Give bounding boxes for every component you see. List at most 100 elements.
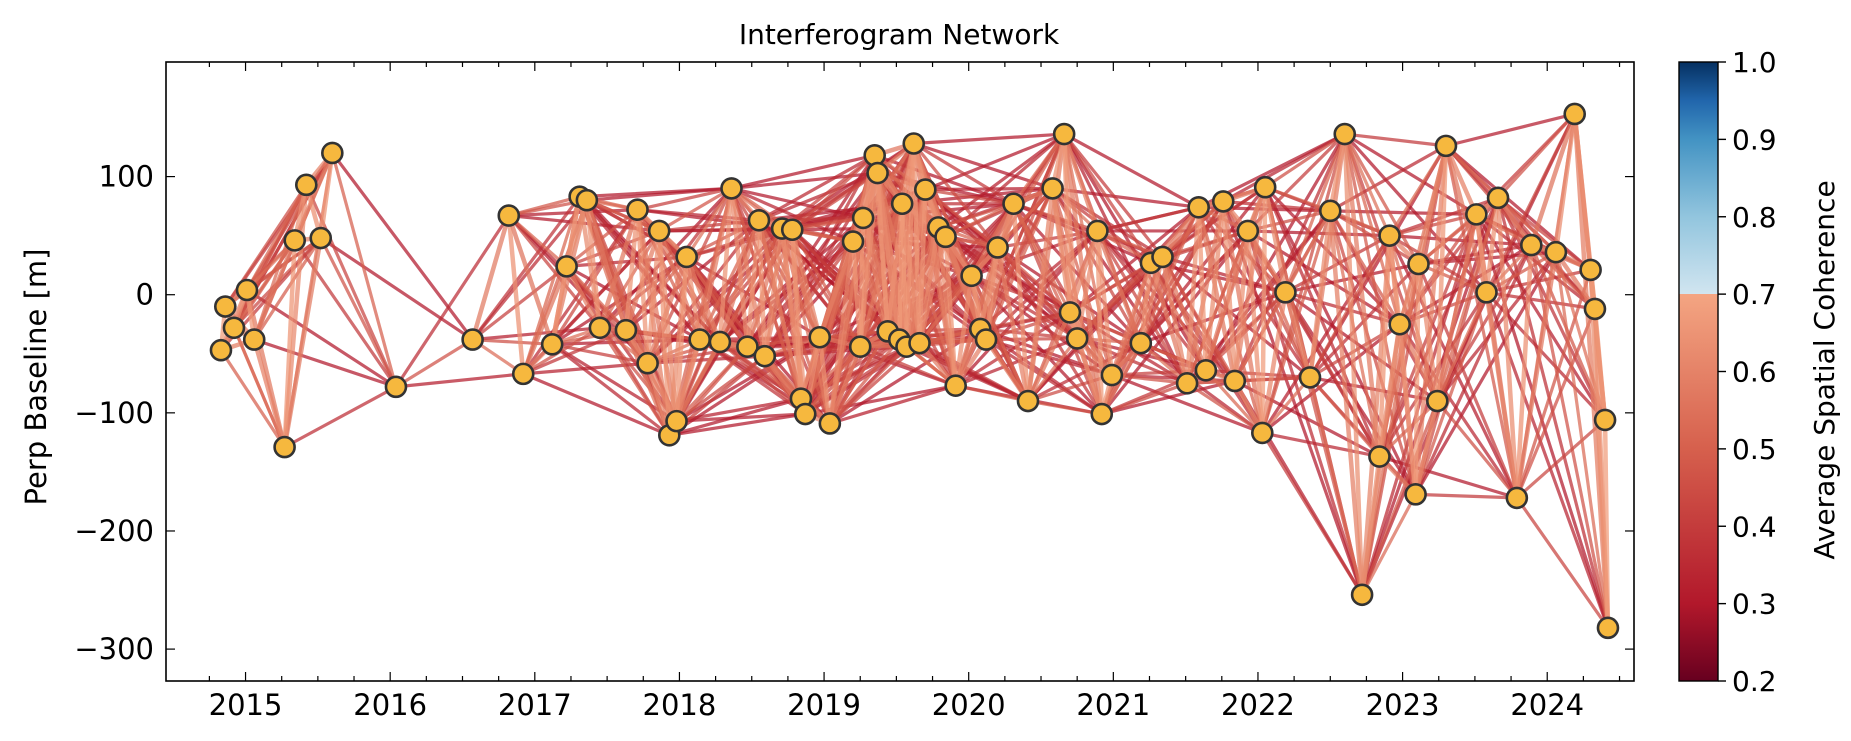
interferogram-edge <box>1414 290 1489 496</box>
acquisition-point <box>1211 190 1235 213</box>
interferogram-edge <box>936 132 1066 229</box>
interferogram-edge <box>1307 208 1333 380</box>
interferogram-edge <box>521 326 602 376</box>
y-axis: 100 0 −100 −200 −300 <box>74 160 1634 666</box>
interferogram-edge <box>245 238 297 292</box>
interferogram-edge <box>1204 132 1347 372</box>
interferogram-edge <box>762 226 785 359</box>
acquisition-point <box>1596 616 1620 640</box>
interferogram-edge <box>1061 131 1073 315</box>
interferogram-edge <box>1529 111 1577 248</box>
acquisition-point <box>1090 402 1114 426</box>
interferogram-edge <box>1495 195 1520 501</box>
interferogram-edge <box>954 384 1030 403</box>
acquisition-point <box>321 141 344 165</box>
acquisition-point <box>1407 252 1430 276</box>
acquisition-point <box>242 328 266 351</box>
acquisition-point <box>1194 359 1218 382</box>
interferogram-edge <box>585 186 734 202</box>
interferogram-edge <box>745 226 785 349</box>
colorbar-tick-label: 1.0 <box>1732 46 1777 79</box>
interferogram-edge <box>1343 132 1478 216</box>
acquisition-point <box>944 374 967 397</box>
interferogram-edge <box>1435 290 1489 403</box>
interferogram-edge <box>790 216 865 232</box>
interferogram-edge <box>1414 250 1558 496</box>
interferogram-edge <box>684 254 702 342</box>
interferogram-edge <box>1514 249 1559 501</box>
interferogram-edge <box>1196 205 1209 373</box>
acquisition-point <box>986 236 1009 259</box>
acquisition-point <box>1434 134 1458 158</box>
acquisition-point <box>708 330 732 354</box>
interferogram-edge <box>1185 381 1264 435</box>
interferogram-edge <box>1484 195 1501 295</box>
colorbar-tick-label: 0.9 <box>1732 123 1777 156</box>
acquisition-point <box>793 402 817 426</box>
interferogram-edge <box>1416 261 1440 404</box>
colorbar-tick-label: 0.4 <box>1732 510 1777 543</box>
acquisition-point <box>1223 369 1247 393</box>
colorbar-tick-label: 0.8 <box>1732 201 1777 234</box>
interferogram-edge <box>318 150 335 241</box>
acquisition-point <box>902 132 926 155</box>
colorbar-tick-label: 0.7 <box>1732 278 1777 311</box>
acquisition-point <box>736 335 759 358</box>
interferogram-edge <box>1196 205 1238 384</box>
interferogram-edge <box>1496 112 1577 200</box>
interferogram-edge <box>674 337 702 424</box>
interferogram-edge <box>1109 260 1154 378</box>
acquisition-point <box>974 328 998 351</box>
y-tick-label: 0 <box>136 278 154 312</box>
interferogram-edge <box>923 187 1016 206</box>
interferogram-edge <box>1025 186 1055 404</box>
interferogram-edge <box>1328 131 1347 214</box>
interferogram-edge <box>729 153 877 190</box>
acquisition-point <box>1274 281 1297 304</box>
acquisition-point <box>309 226 333 250</box>
interferogram-edge <box>1343 132 1489 294</box>
interferogram-edge <box>697 186 734 342</box>
y-tick-label: −100 <box>74 396 154 430</box>
interferogram-edge <box>897 201 905 342</box>
interferogram-edge <box>597 207 640 331</box>
interferogram-edge <box>790 153 877 232</box>
interferogram-edge <box>1444 144 1519 500</box>
acquisition-point <box>1579 258 1602 282</box>
x-tick-label: 2016 <box>353 688 427 722</box>
y-tick-label: −300 <box>74 632 154 666</box>
interferogram-edge <box>470 213 512 342</box>
acquisition-point <box>1086 219 1109 243</box>
acquisition-point <box>283 229 307 252</box>
interferogram-edge <box>1011 132 1066 206</box>
interferogram-edge <box>917 225 941 346</box>
acquisition-point <box>1016 389 1040 413</box>
interferogram-edge <box>394 372 525 389</box>
interferogram-edge <box>330 151 475 342</box>
interferogram-edge <box>1068 205 1201 315</box>
acquisition-point <box>1058 301 1082 324</box>
interferogram-edge <box>828 345 909 426</box>
interferogram-edge <box>1328 209 1418 496</box>
acquisition-nodes <box>209 102 1620 640</box>
interferogram-edge <box>827 239 856 426</box>
interferogram-edge <box>984 132 1066 342</box>
interferogram-edge <box>585 198 661 233</box>
colorbar-gradient <box>1678 61 1719 682</box>
interferogram-edge <box>1342 131 1365 598</box>
acquisition-point <box>841 230 865 253</box>
interferogram-edge <box>1260 431 1382 459</box>
interferogram-edge <box>550 328 628 346</box>
acquisition-point <box>1151 245 1174 269</box>
interferogram-edge <box>1283 132 1347 294</box>
interferogram-edge <box>1160 254 1190 386</box>
acquisition-point <box>688 328 711 351</box>
interferogram-edge <box>674 339 723 424</box>
acquisition-point <box>866 161 889 185</box>
interferogram-edge <box>936 202 1016 229</box>
acquisition-point <box>908 331 931 355</box>
interferogram-edge <box>1233 132 1347 383</box>
interferogram-edge <box>1474 212 1489 295</box>
interferogram-edge <box>1061 131 1100 234</box>
interferogram-edge <box>319 236 398 389</box>
